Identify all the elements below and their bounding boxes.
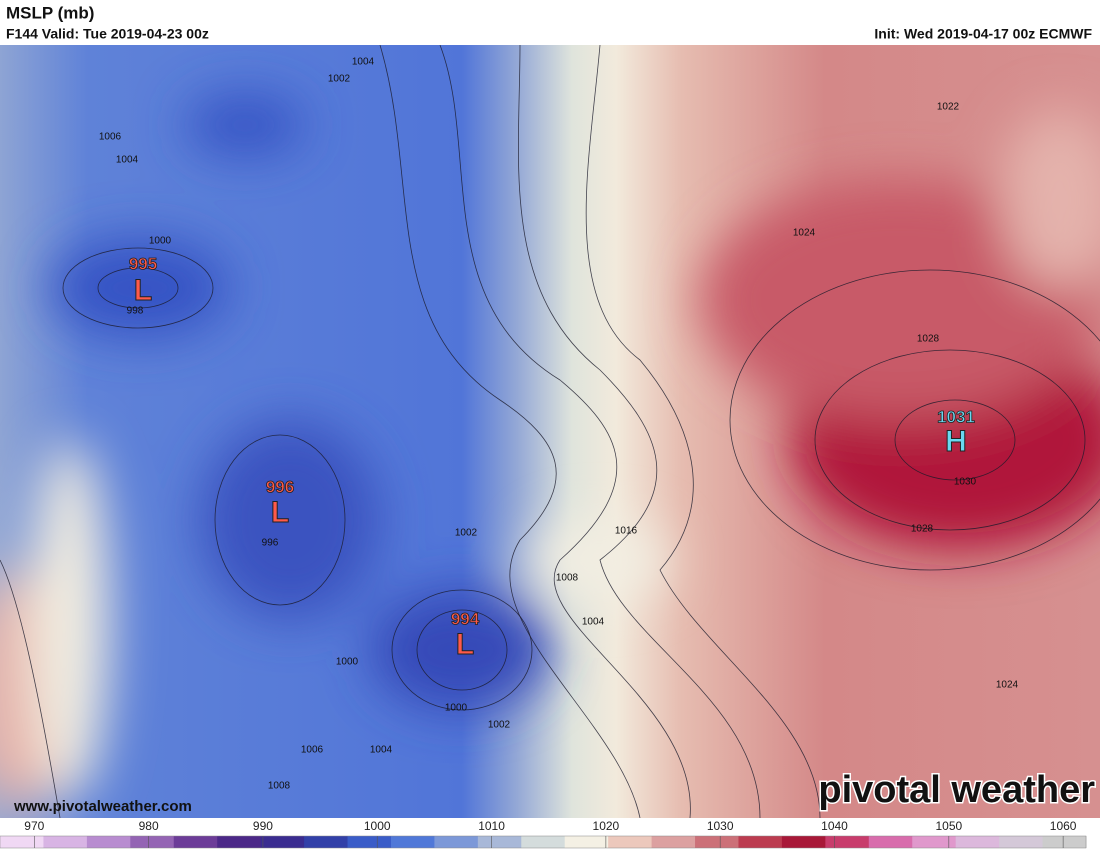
colorbar-swatch <box>43 836 88 848</box>
isobars <box>0 45 1100 818</box>
contour-label: 1024 <box>793 228 816 239</box>
contour-label: 1024 <box>996 680 1019 691</box>
colorbar-swatch <box>955 836 1000 848</box>
colorbar-swatch <box>217 836 262 848</box>
contour-label: 1030 <box>954 477 977 488</box>
colorbar-swatch <box>825 836 870 848</box>
valid-time: F144 Valid: Tue 2019-04-23 00z <box>6 26 209 42</box>
colorbar-swatch <box>0 836 44 848</box>
colorbar-swatch <box>564 836 609 848</box>
colorbar-swatch <box>651 836 696 848</box>
colorbar-swatch <box>304 836 349 848</box>
contour-label: 1004 <box>352 57 375 68</box>
colorbar-tick-label: 990 <box>253 819 273 833</box>
center-value: 1031 <box>937 407 975 426</box>
colorbar-swatch <box>86 836 131 848</box>
colorbar-swatch <box>260 836 305 848</box>
colorbar-swatch <box>1042 836 1087 848</box>
brand-logo: pivotal weather <box>818 769 1095 811</box>
colorbar-tick-label: 1000 <box>364 819 391 833</box>
contour-labels: 1004 1002 1006 1004 1000 998 1022 1024 1… <box>99 57 1019 792</box>
contour-label: 1028 <box>917 334 940 345</box>
colorbar-tick-label: 1050 <box>935 819 962 833</box>
contour-label: 1000 <box>336 657 359 668</box>
init-time: Init: Wed 2019-04-17 00z ECMWF <box>874 26 1092 42</box>
contour-label: 1008 <box>556 573 579 584</box>
contour-label: 1000 <box>445 703 468 714</box>
colorbar: 970 980 990 1000 1010 1020 1030 1040 1050 1060 <box>0 819 1087 849</box>
colorbar-tick-label: 1030 <box>707 819 734 833</box>
contour-label: 1000 <box>149 236 172 247</box>
header-bar <box>0 0 1100 45</box>
contour-label: 1004 <box>582 617 605 628</box>
colorbar-tick-label: 1040 <box>821 819 848 833</box>
colorbar-tick-label: 1020 <box>593 819 620 833</box>
colorbar-tick-label: 1060 <box>1050 819 1077 833</box>
contour-label: 1008 <box>268 781 291 792</box>
colorbar-swatch <box>477 836 522 848</box>
contour-label: 1004 <box>370 745 393 756</box>
contour-label: 1028 <box>911 524 934 535</box>
center-value: 994 <box>451 609 480 628</box>
colorbar-swatch <box>868 836 913 848</box>
colorbar-swatch <box>738 836 783 848</box>
colorbar-swatch <box>390 836 435 848</box>
colorbar-frame <box>0 835 1087 849</box>
contour-label: 1002 <box>455 528 478 539</box>
center-symbol: L <box>271 496 289 529</box>
colorbar-tick-label: 970 <box>24 819 44 833</box>
center-value: 995 <box>129 254 157 273</box>
map-title: MSLP (mb) <box>6 3 94 22</box>
colorbar-swatch <box>347 836 392 848</box>
center-symbol: L <box>456 628 474 661</box>
colorbar-swatch <box>434 836 479 848</box>
center-symbol: L <box>134 274 152 307</box>
site-url: www.pivotalweather.com <box>13 798 192 815</box>
contour-label: 1002 <box>488 720 511 731</box>
colorbar-swatch <box>912 836 957 848</box>
contour-label: 998 <box>127 306 144 317</box>
center-symbol: H <box>945 425 967 458</box>
colorbar-swatch <box>781 836 826 848</box>
colorbar-swatch <box>999 836 1044 848</box>
pressure-centers: 995 L 996 L 994 L 1031 H <box>128 254 975 661</box>
colorbar-swatch <box>173 836 218 848</box>
contour-label: 1016 <box>615 526 638 537</box>
contour-label: 1006 <box>301 745 324 756</box>
pressure-field <box>0 95 1100 810</box>
colorbar-swatch <box>695 836 739 848</box>
contour-label: 1022 <box>937 102 960 113</box>
colorbar-swatch <box>521 836 566 848</box>
contour-label: 1004 <box>116 155 139 166</box>
colorbar-swatch <box>130 836 175 848</box>
contour-label: 1002 <box>328 74 351 85</box>
contour-label: 1006 <box>99 132 122 143</box>
colorbar-swatch <box>608 836 653 848</box>
center-value: 996 <box>266 477 294 496</box>
colorbar-tick-label: 980 <box>139 819 159 833</box>
colorbar-tick-label: 1010 <box>478 819 505 833</box>
contour-label: 996 <box>262 538 279 549</box>
map <box>0 45 1100 818</box>
